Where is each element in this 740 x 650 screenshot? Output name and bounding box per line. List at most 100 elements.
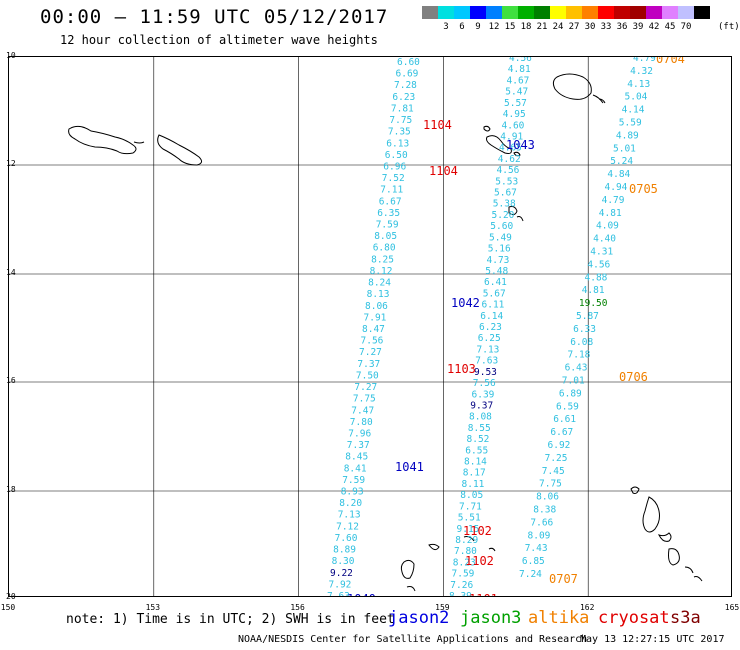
swh-value: 8.11: [462, 479, 485, 490]
swh-value: 8.23: [453, 557, 476, 568]
swh-value: 4.73: [487, 255, 510, 266]
swh-value: 7.25: [545, 453, 568, 464]
swh-value: 4.67: [507, 75, 530, 86]
map-frame: 6.60 6.69 7.28 6.23 7.81 7.75 7.35 6.13 6.50 6.96…: [8, 52, 732, 606]
swh-value: 5.47: [505, 87, 528, 98]
swh-value: 7.59: [452, 569, 475, 580]
pass-label: 0704: [656, 57, 685, 66]
map-grid: [9, 57, 731, 596]
swh-value: 5.53: [495, 176, 518, 187]
pass-label: 1104: [423, 118, 452, 132]
swh-value: 8.25: [371, 254, 394, 265]
pass-label: 1101: [469, 592, 498, 596]
legend-swatch: [630, 6, 646, 19]
swh-value: 4.79: [633, 57, 656, 64]
legend-swatch: [518, 6, 534, 19]
altimeter-swaths: 6.606.697.286.237.817.757.356.136.506.96…: [327, 53, 656, 602]
pass-label: 1103: [447, 362, 476, 376]
satellite-name: altika: [528, 608, 590, 628]
swh-value: 7.96: [348, 429, 371, 440]
swh-value: 4.56: [497, 165, 520, 176]
swh-value: 7.50: [356, 370, 379, 381]
legend-swatch: [550, 6, 566, 19]
swh-value: 5.16: [488, 244, 511, 255]
swh-value: 7.12: [336, 521, 359, 532]
footer-note: note: 1) Time is in UTC; 2) SWH is in fe…: [66, 612, 395, 627]
island-outline: [68, 125, 137, 155]
swh-value: 8.29: [455, 535, 478, 546]
swh-value: 8.38: [533, 505, 556, 516]
legend-swatch: [438, 6, 454, 19]
swh-value: 8.41: [344, 463, 367, 474]
swh-value: 7.18: [568, 350, 591, 361]
legend-label: 3: [443, 22, 449, 32]
swh-value: 7.75: [389, 115, 412, 126]
swh-value: 4.32: [630, 66, 653, 77]
swh-value: 7.75: [353, 394, 376, 405]
legend-label: 18: [520, 22, 532, 32]
legend-swatch: [694, 6, 710, 19]
satellite-name: cryosat: [598, 608, 670, 628]
legend-label: 36: [616, 22, 628, 32]
legend-unit: (ft): [718, 22, 740, 32]
swh-value: 4.84: [607, 169, 630, 180]
legend-label: 21: [536, 22, 548, 32]
swh-value: 7.35: [388, 127, 411, 138]
swh-value: 8.09: [528, 530, 551, 541]
swh-value: 7.13: [477, 344, 500, 355]
swh-value: 4.31: [590, 247, 613, 258]
legend-label: 70: [680, 22, 692, 32]
swh-value: 5.67: [483, 288, 506, 299]
swh-value: 6.41: [484, 277, 507, 288]
swh-value: 7.28: [394, 80, 417, 91]
swh-value: 8.55: [468, 423, 491, 434]
swh-value: 7.71: [459, 501, 482, 512]
island-outline: [488, 547, 496, 552]
page-title: 00:00 – 11:59 UTC 05/12/2017: [40, 6, 389, 28]
swh-value: 7.80: [454, 546, 477, 557]
swh-value: 7.11: [380, 185, 403, 196]
swh-value: 6.85: [522, 556, 545, 567]
swh-value: 6.69: [396, 69, 419, 80]
pass-label: 1042: [451, 296, 480, 310]
swh-value: 7.27: [354, 382, 377, 393]
swh-value: 4.81: [582, 285, 605, 296]
swh-value: 7.01: [562, 376, 585, 387]
legend-swatch: [662, 6, 678, 19]
swh-value: 6.13: [386, 138, 409, 149]
swh-value: 8.12: [370, 266, 393, 277]
swh-value: 8.47: [362, 324, 385, 335]
swh-value: 6.14: [480, 311, 503, 322]
swh-value: 7.59: [342, 475, 365, 486]
swh-value: 6.67: [379, 196, 402, 207]
swh-value: 6.59: [556, 401, 579, 412]
page-subtitle: 12 hour collection of altimeter wave hei…: [60, 33, 378, 47]
swh-value: 8.20: [339, 498, 362, 509]
swh-value: 8.08: [469, 412, 492, 423]
legend-swatch: [566, 6, 582, 19]
longitude-label: 150: [0, 603, 16, 612]
swh-value: 9.15: [457, 524, 480, 535]
pass-label: 1104: [429, 164, 458, 178]
longitude-label: 156: [290, 603, 305, 612]
swh-value: 7.43: [525, 543, 548, 554]
swh-value: 5.48: [485, 266, 508, 277]
legend-label: 42: [648, 22, 660, 32]
swh-value: 6.96: [383, 162, 406, 173]
swh-value: 4.09: [596, 221, 619, 232]
swh-value: 5.38: [493, 199, 516, 210]
island-outline: [658, 532, 672, 542]
island-outline: [592, 94, 604, 104]
swh-value: 4.56: [587, 259, 610, 270]
swh-value: 5.60: [490, 221, 513, 232]
pass-label: 1102: [465, 554, 494, 568]
latitude-label: 16: [6, 376, 16, 385]
swh-value: 4.14: [622, 105, 645, 116]
swh-value: 7.27: [359, 347, 382, 358]
pass-label: 1041: [395, 460, 424, 474]
swh-value: 7.37: [347, 440, 370, 451]
latitude-label: 20: [6, 592, 16, 601]
swh-value: 6.39: [472, 389, 495, 400]
island-outline: [508, 206, 518, 216]
swh-value: 9.37: [470, 401, 493, 412]
